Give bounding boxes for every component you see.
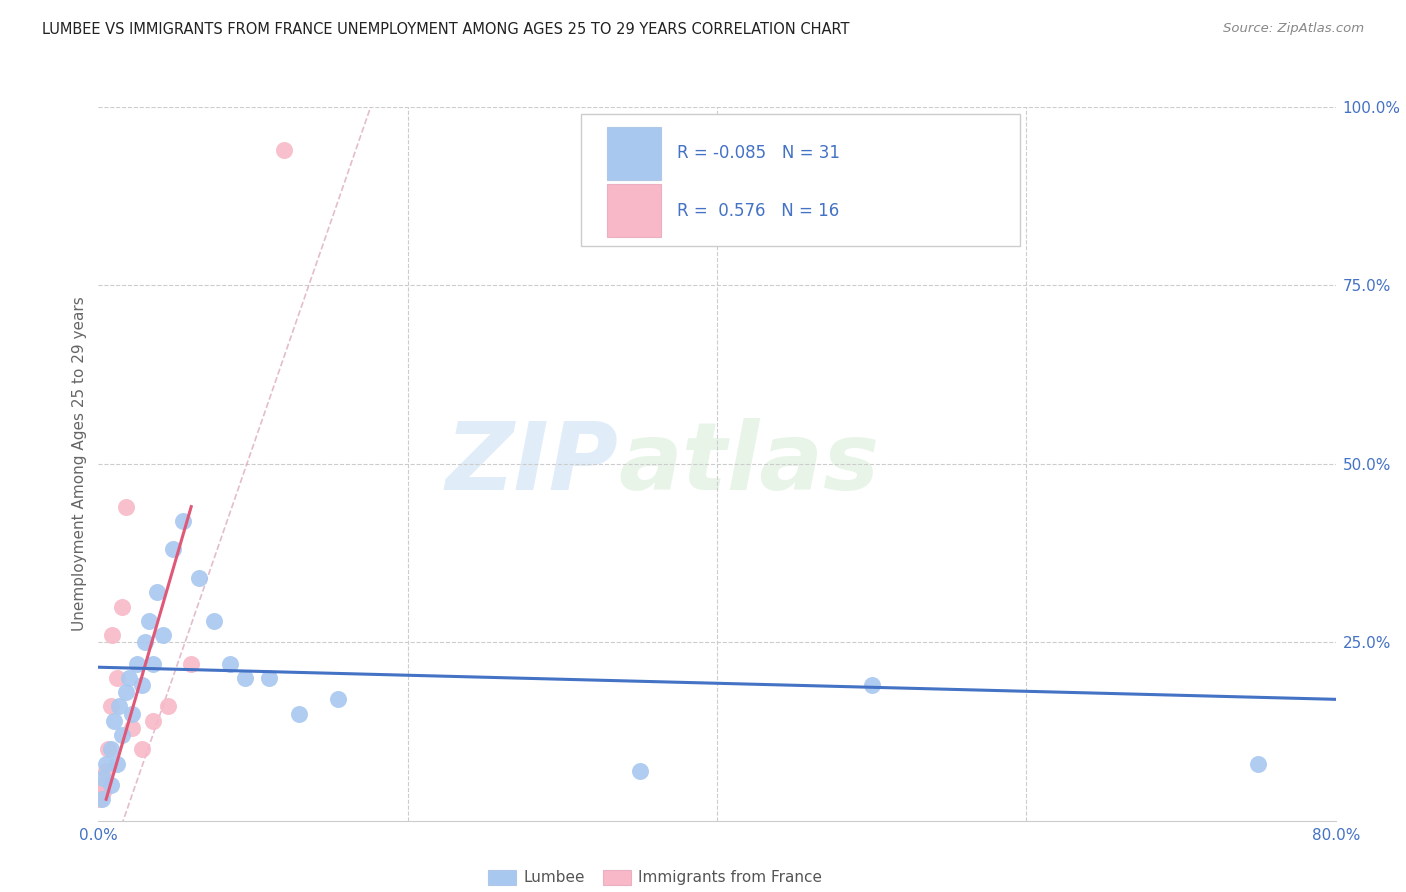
- FancyBboxPatch shape: [607, 127, 661, 180]
- Point: [121, 706, 143, 721]
- Text: R =  0.576   N = 16: R = 0.576 N = 16: [678, 202, 839, 219]
- Point: [127, 657, 149, 671]
- Point: [131, 742, 153, 756]
- Point: [134, 635, 156, 649]
- Point: [111, 599, 134, 614]
- Point: [142, 657, 165, 671]
- Point: [188, 571, 211, 585]
- Point: [860, 678, 883, 692]
- Point: [100, 699, 122, 714]
- Point: [180, 657, 202, 671]
- Legend: Lumbee, Immigrants from France: Lumbee, Immigrants from France: [482, 863, 828, 891]
- Point: [204, 614, 226, 628]
- Point: [89, 792, 111, 806]
- FancyBboxPatch shape: [581, 114, 1021, 246]
- Point: [90, 778, 112, 792]
- Point: [96, 756, 118, 771]
- Text: R = -0.085   N = 31: R = -0.085 N = 31: [678, 145, 841, 162]
- Point: [100, 778, 122, 792]
- Text: LUMBEE VS IMMIGRANTS FROM FRANCE UNEMPLOYMENT AMONG AGES 25 TO 29 YEARS CORRELAT: LUMBEE VS IMMIGRANTS FROM FRANCE UNEMPLO…: [42, 22, 849, 37]
- Point: [142, 714, 165, 728]
- Point: [121, 721, 143, 735]
- Point: [101, 628, 124, 642]
- Point: [173, 514, 195, 528]
- Point: [235, 671, 257, 685]
- Point: [131, 678, 153, 692]
- Point: [219, 657, 242, 671]
- Point: [91, 771, 114, 785]
- Point: [103, 714, 125, 728]
- Point: [91, 785, 114, 799]
- Point: [326, 692, 350, 706]
- Text: Source: ZipAtlas.com: Source: ZipAtlas.com: [1223, 22, 1364, 36]
- Point: [115, 500, 138, 514]
- Point: [1247, 756, 1270, 771]
- FancyBboxPatch shape: [607, 184, 661, 237]
- Point: [257, 671, 280, 685]
- Point: [628, 764, 651, 778]
- Point: [138, 614, 160, 628]
- Point: [107, 699, 129, 714]
- Point: [162, 542, 184, 557]
- Text: ZIP: ZIP: [446, 417, 619, 510]
- Text: atlas: atlas: [619, 417, 879, 510]
- Point: [288, 706, 311, 721]
- Point: [157, 699, 180, 714]
- Point: [111, 728, 134, 742]
- Y-axis label: Unemployment Among Ages 25 to 29 years: Unemployment Among Ages 25 to 29 years: [72, 296, 87, 632]
- Point: [105, 756, 128, 771]
- Point: [96, 764, 118, 778]
- Point: [118, 671, 141, 685]
- Point: [146, 585, 169, 599]
- Point: [100, 742, 122, 756]
- Point: [273, 143, 295, 157]
- Point: [115, 685, 138, 699]
- Point: [97, 742, 120, 756]
- Point: [90, 792, 112, 806]
- Point: [105, 671, 128, 685]
- Point: [152, 628, 174, 642]
